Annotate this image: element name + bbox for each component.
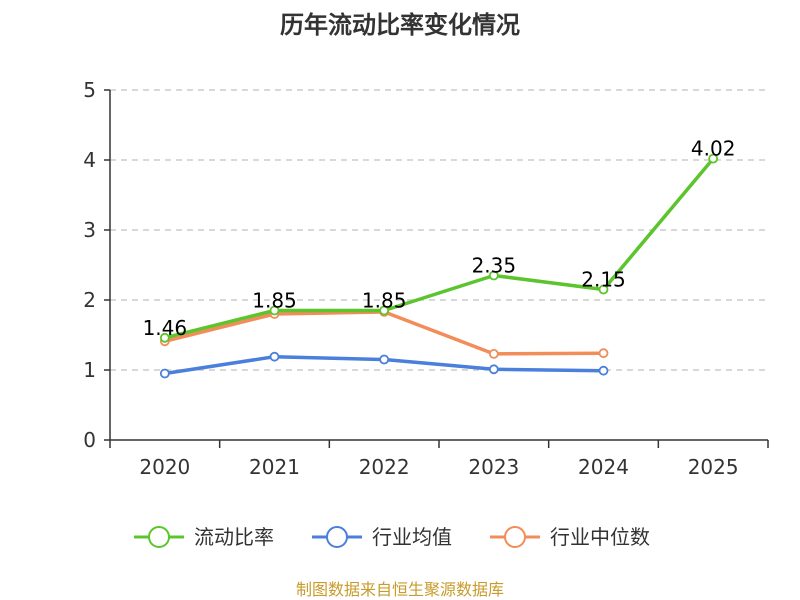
data-point [598, 365, 609, 376]
data-point [159, 332, 170, 343]
data-label: 2.15 [581, 268, 626, 292]
data-point [159, 368, 170, 379]
legend-marker [148, 526, 170, 548]
data-label: 1.85 [362, 289, 407, 313]
data-point [598, 284, 609, 295]
data-label: 4.02 [691, 137, 736, 161]
x-tick-label: 2024 [578, 455, 629, 479]
data-point [488, 270, 499, 281]
y-tick-label: 2 [83, 288, 96, 312]
y-tick-label: 4 [83, 148, 96, 172]
y-tick-label: 0 [83, 428, 96, 452]
y-tick-label: 3 [83, 218, 96, 242]
legend-label: 流动比率 [194, 525, 274, 549]
source-note: 制图数据来自恒生聚源数据库 [296, 580, 504, 599]
legend: 流动比率 行业均值 行业中位数 [134, 525, 650, 549]
data-point [488, 348, 499, 359]
series-line [164, 157, 715, 340]
series-line [164, 310, 604, 356]
x-tick-label: 2023 [468, 455, 519, 479]
data-point [269, 351, 280, 362]
series-layer [159, 153, 719, 379]
x-tick-label: 2021 [249, 455, 300, 479]
data-label: 2.35 [472, 254, 517, 278]
x-tick-label: 2025 [688, 455, 739, 479]
y-tick-label: 1 [83, 358, 96, 382]
data-point [379, 354, 390, 365]
chart-title: 历年流动比率变化情况 [280, 11, 520, 39]
y-tick-label: 5 [83, 78, 96, 102]
data-point [269, 305, 280, 316]
data-point [379, 305, 390, 316]
legend-marker [326, 526, 348, 548]
legend-label: 行业中位数 [550, 525, 650, 549]
data-label: 1.46 [143, 316, 188, 340]
legend-label: 行业均值 [372, 525, 452, 549]
data-label: 1.85 [252, 289, 297, 313]
x-tick-label: 2020 [139, 455, 190, 479]
x-tick-label: 2022 [359, 455, 410, 479]
data-point [488, 364, 499, 375]
data-point [598, 348, 609, 359]
data-labels: 1.46 1.85 1.85 2.35 2.15 4.02 [143, 137, 736, 340]
legend-marker [504, 526, 526, 548]
axes: 0 1 2 3 4 5 2020 2021 2022 2023 2024 2025 [83, 78, 769, 479]
data-point [708, 153, 719, 164]
